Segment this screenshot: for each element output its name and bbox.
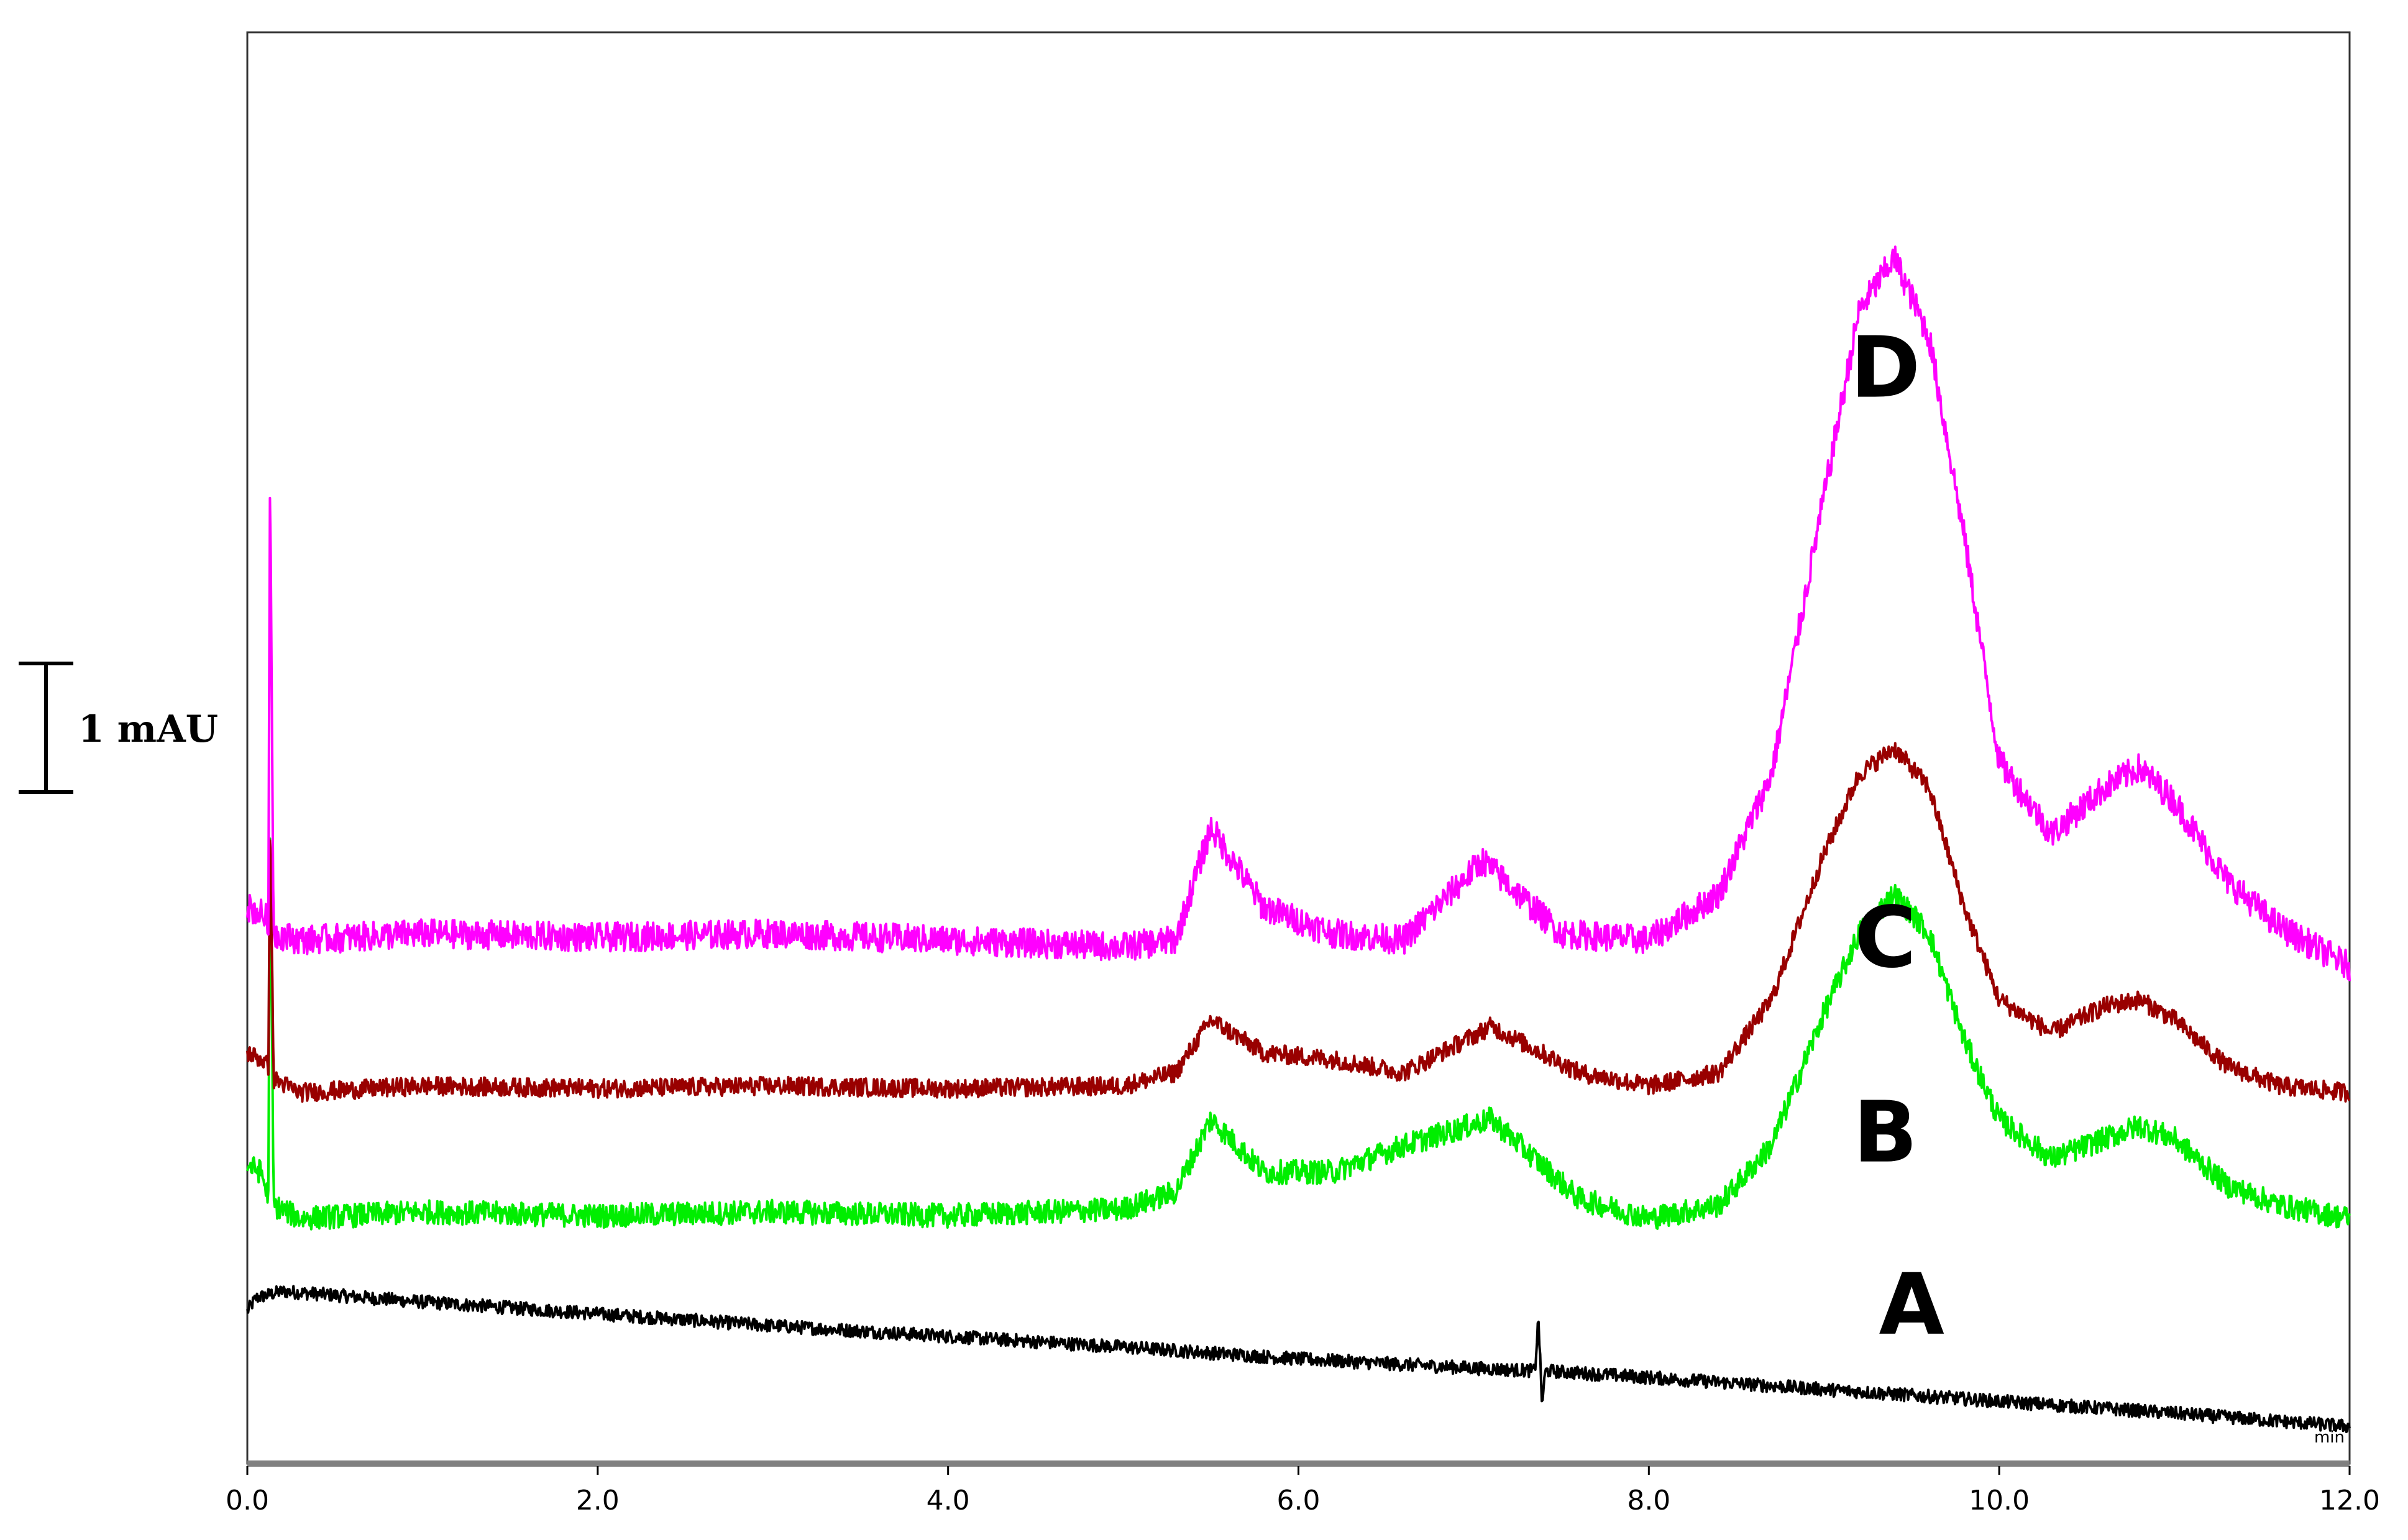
series-line-a bbox=[246, 1285, 2351, 1433]
scale-bar-label: 1 mAU bbox=[78, 708, 218, 751]
x-tick-label: 4.0 bbox=[927, 1485, 970, 1516]
x-tick-label: 6.0 bbox=[1277, 1485, 1321, 1516]
x-axis-unit-label: min bbox=[2314, 1428, 2345, 1447]
x-tick-layer: 0.0 2.0 4.0 6.0 8.0 10.0 12.0 bbox=[226, 1466, 2380, 1516]
trace-label-layer: ABC D bbox=[1850, 319, 1944, 1354]
x-tick-label: 0.0 bbox=[226, 1485, 269, 1516]
series-layer bbox=[246, 245, 2351, 1433]
scale-bar: 1 mAU bbox=[19, 662, 218, 794]
plot-frame bbox=[246, 31, 2351, 1465]
x-tick-label: 12.0 bbox=[2319, 1485, 2380, 1516]
trace-label-c: C bbox=[1854, 889, 1916, 987]
x-tick-label: 10.0 bbox=[1969, 1485, 2030, 1516]
trace-label-b: B bbox=[1853, 1084, 1918, 1182]
trace-label-d: D bbox=[1850, 319, 1920, 417]
x-tick-label: 8.0 bbox=[1627, 1485, 1670, 1516]
series-line-d bbox=[246, 245, 2351, 982]
x-tick-label: 2.0 bbox=[576, 1485, 620, 1516]
series-line-b bbox=[246, 837, 2351, 1231]
series-line-c bbox=[246, 742, 2351, 1103]
trace-label-a: A bbox=[1879, 1256, 1944, 1354]
